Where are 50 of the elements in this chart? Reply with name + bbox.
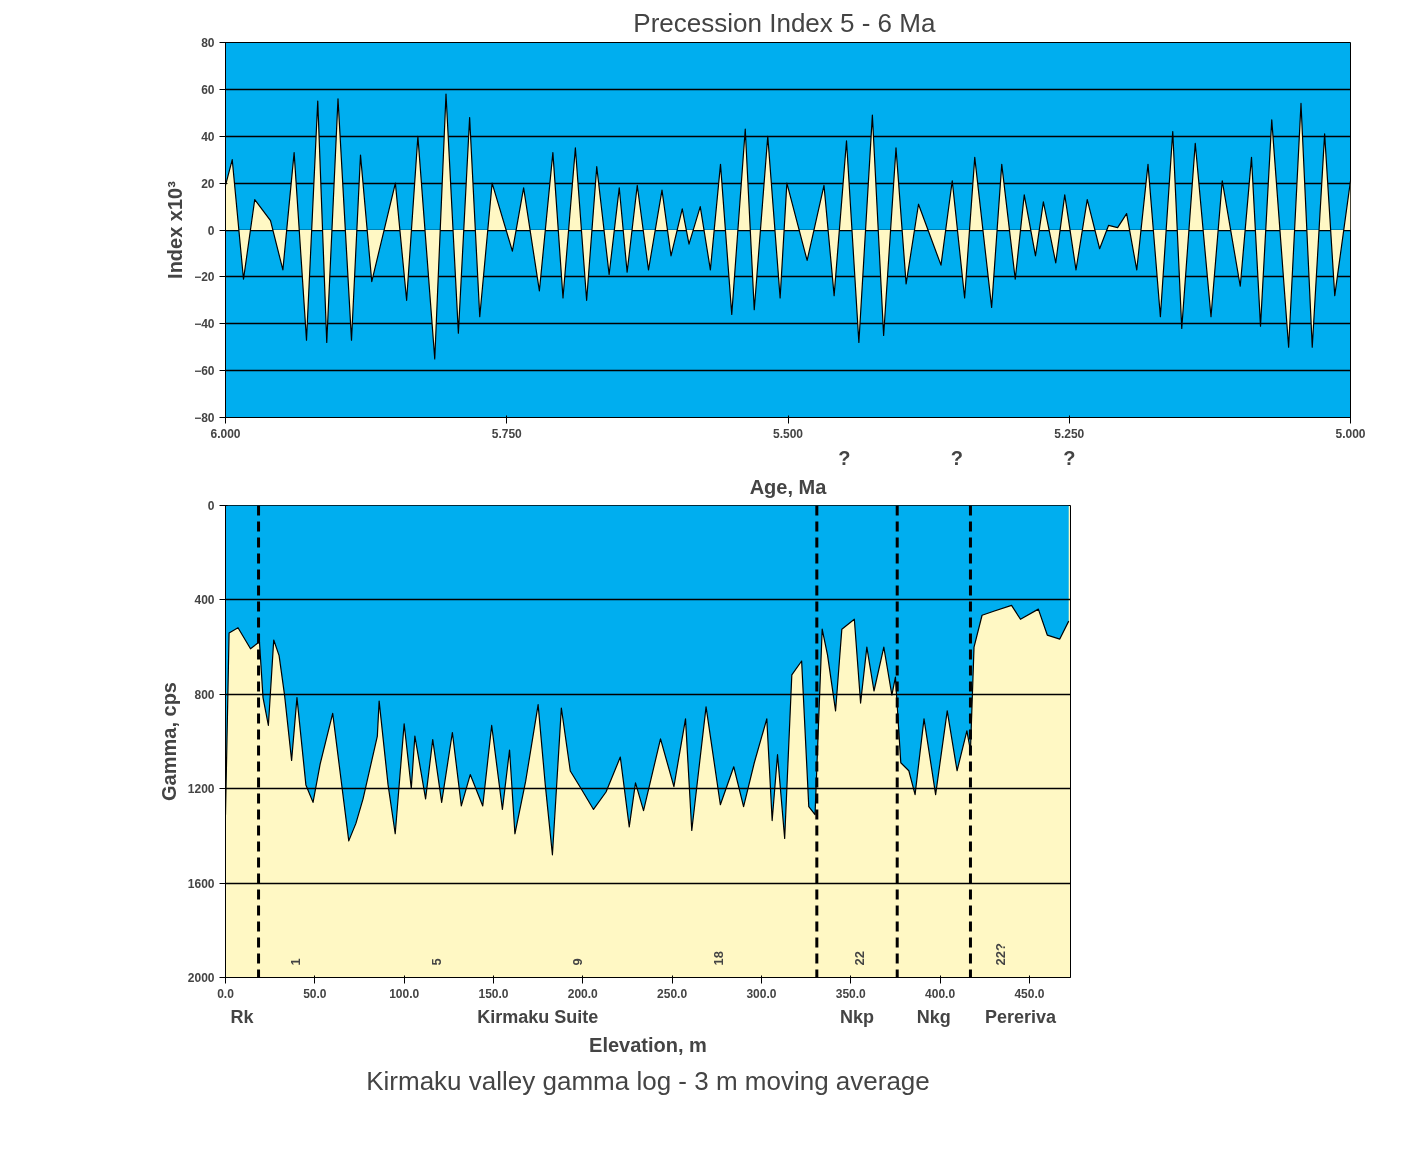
- y-tick-label: 1600: [187, 876, 215, 891]
- text: Kirmaku Suite: [477, 1006, 599, 1027]
- annotation: 18: [710, 951, 726, 966]
- text: Nkp: [840, 1006, 875, 1027]
- text: Nkg: [916, 1006, 951, 1027]
- y-tick-label: 800: [194, 687, 215, 702]
- x-axis-title: Elevation, m: [589, 1033, 707, 1056]
- x-tick-label: 5.000: [1335, 426, 1366, 441]
- x-tick-label: 200.0: [567, 986, 599, 1001]
- annotation: 5: [429, 958, 445, 966]
- x-tick-label: 150.0: [478, 986, 509, 1001]
- y-tick-label: 60: [201, 82, 215, 97]
- y-tick-label: −40: [194, 317, 215, 332]
- x-tick-label: 450.0: [1014, 986, 1045, 1001]
- y-tick-label: 20: [201, 176, 215, 191]
- annotation: 22?: [992, 943, 1008, 966]
- x-tick-label: 100.0: [389, 986, 420, 1001]
- y-tick-label: 0: [207, 499, 215, 513]
- text: ?: [950, 446, 963, 469]
- annotation: 9: [570, 958, 586, 966]
- y-tick-label: 1200: [187, 782, 215, 797]
- y-axis-title: Gamma, cps: [157, 682, 180, 801]
- text: Kirmaku valley gamma log - 3 m moving average: [366, 1065, 930, 1096]
- x-tick-label: 50.0: [303, 986, 327, 1001]
- y-tick-label: −80: [194, 411, 215, 425]
- x-tick-label: 5.500: [772, 426, 804, 441]
- text: ?: [838, 446, 851, 469]
- annotation: 22: [851, 951, 867, 966]
- x-tick-label: 250.0: [657, 986, 688, 1001]
- annotation: 1: [288, 958, 304, 966]
- x-tick-label: 300.0: [746, 986, 777, 1001]
- chart-title: Precession Index 5 - 6 Ma: [633, 7, 936, 38]
- y-tick-label: 0: [207, 223, 215, 238]
- x-tick-label: 5.750: [491, 426, 523, 441]
- y-tick-label: −60: [194, 364, 215, 379]
- text: Rk: [230, 1006, 255, 1027]
- x-tick-label: 6.000: [210, 426, 241, 441]
- x-tick-label: 350.0: [835, 986, 867, 1001]
- x-tick-label: 400.0: [925, 986, 956, 1001]
- x-axis-title: Age, Ma: [749, 475, 828, 498]
- text: ?: [1063, 446, 1076, 469]
- y-axis-title: Index x10³: [164, 180, 187, 279]
- x-tick-label: 5.250: [1054, 426, 1085, 441]
- y-tick-label: 2000: [187, 971, 215, 985]
- y-tick-label: 80: [201, 36, 215, 50]
- x-tick-label: 0.0: [217, 986, 235, 1001]
- y-tick-label: −20: [194, 270, 215, 285]
- text: Pereriva: [984, 1006, 1057, 1027]
- y-tick-label: 40: [201, 129, 215, 144]
- y-tick-label: 400: [194, 593, 215, 608]
